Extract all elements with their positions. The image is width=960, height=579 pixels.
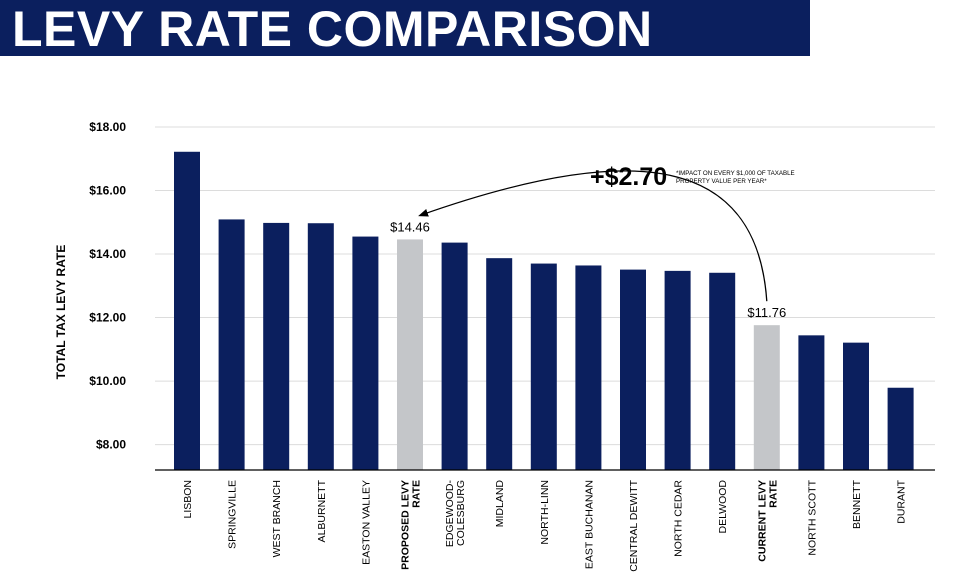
x-tick-label-line: NORTH CEDAR (673, 480, 685, 557)
x-tick-label: EAST BUCHANAN (583, 480, 595, 569)
x-tick-label-line: EDGEWOOD- (444, 480, 456, 548)
difference-note-line1: *IMPACT ON EVERY $1,000 OF TAXABLE (676, 170, 795, 177)
x-tick-label-line: RATE (411, 480, 423, 508)
x-tick-label-line: SPRINGVILLE (227, 480, 239, 549)
x-tick-label: PROPOSED LEVY RATE (400, 480, 423, 570)
x-tick-label-line: ALBURNETT (316, 479, 328, 542)
bar (664, 270, 691, 470)
bar (307, 223, 334, 470)
bar (174, 151, 200, 470)
x-tick-label-line: CURRENT LEVY (756, 480, 768, 562)
x-tick-label: DURANT (896, 479, 908, 523)
x-tick-label-line: WEST BRANCH (271, 480, 283, 557)
bar (441, 242, 468, 470)
x-tick-label: DELWOOD (717, 480, 729, 534)
x-tick-label-line: BENNETT (851, 479, 863, 529)
bar (843, 342, 869, 470)
bar (753, 325, 780, 470)
gridlines: $8.00 $10.00 $12.00 $14.00 $16.00 $18.00 (89, 120, 935, 452)
page-title: LEVY RATE COMPARISON (12, 1, 653, 57)
bar-data-label: $14.46 (390, 219, 430, 234)
bar (887, 387, 914, 470)
x-tick-label: MIDLAND (494, 480, 506, 528)
y-tick-label: $14.00 (89, 247, 126, 261)
x-tick-label: CENTRAL DEWITT (628, 479, 640, 571)
title-banner: LEVY RATE COMPARISON (0, 0, 810, 57)
bars: $14.46 $11.76 (174, 151, 914, 470)
x-tick-label: LISBON (182, 480, 194, 519)
x-tick-label: EDGEWOOD- COLESBURG (444, 480, 467, 548)
x-tick-label-line: DURANT (896, 479, 908, 523)
difference-value: +$2.70 (590, 163, 667, 191)
difference-arrow (418, 170, 768, 302)
rate-difference-annotation: +$2.70 *IMPACT ON EVERY $1,000 OF TAXABL… (418, 163, 795, 302)
x-tick-label: WEST BRANCH (271, 480, 283, 557)
bar (352, 236, 379, 470)
y-tick-label: $18.00 (89, 120, 126, 134)
x-tick-label-line: EAST BUCHANAN (583, 480, 595, 569)
x-tick-label: NORTH-LINN (539, 480, 551, 545)
y-axis-label: TOTAL TAX LEVY RATE (54, 245, 68, 380)
difference-note-line2: PROPERTY VALUE PER YEAR* (676, 178, 767, 185)
bar (218, 219, 245, 470)
x-tick-label-line: EASTON VALLEY (360, 480, 372, 565)
y-tick-label: $12.00 (89, 311, 126, 325)
x-tick-label-line: LISBON (182, 480, 194, 519)
bar (709, 272, 736, 470)
x-tick-label: NORTH SCOTT (806, 479, 818, 555)
x-tick-label: EASTON VALLEY (360, 480, 372, 565)
y-tick-label: $8.00 (96, 438, 126, 452)
x-tick-label-line: MIDLAND (494, 480, 506, 528)
bar (263, 222, 290, 470)
bar (620, 269, 646, 470)
y-tick-label: $16.00 (89, 184, 126, 198)
y-tick-label: $10.00 (89, 374, 126, 388)
bar (397, 239, 423, 470)
x-tick-label: ALBURNETT (316, 479, 328, 542)
x-tick-label: BENNETT (851, 479, 863, 529)
bar (486, 258, 513, 470)
axes: LISBON SPRINGVILLE WEST BRANCH ALBURNETT EAS… (155, 469, 935, 572)
x-tick-label-line: NORTH-LINN (539, 480, 551, 545)
x-tick-label-line: DELWOOD (717, 480, 729, 534)
x-tick-label: NORTH CEDAR (673, 480, 685, 557)
x-tick-label-line: CENTRAL DEWITT (628, 479, 640, 571)
x-tick-label-line: COLESBURG (455, 480, 467, 546)
bar-data-label: $11.76 (747, 305, 786, 320)
x-tick-label-line: RATE (767, 480, 779, 508)
x-tick-label: SPRINGVILLE (227, 480, 239, 549)
bar (530, 263, 557, 470)
x-tick-label-line: NORTH SCOTT (806, 479, 818, 555)
bar (798, 335, 825, 470)
bar (575, 265, 602, 470)
x-tick-label-line: PROPOSED LEVY (400, 480, 412, 570)
x-tick-label: CURRENT LEVY RATE (756, 480, 779, 562)
